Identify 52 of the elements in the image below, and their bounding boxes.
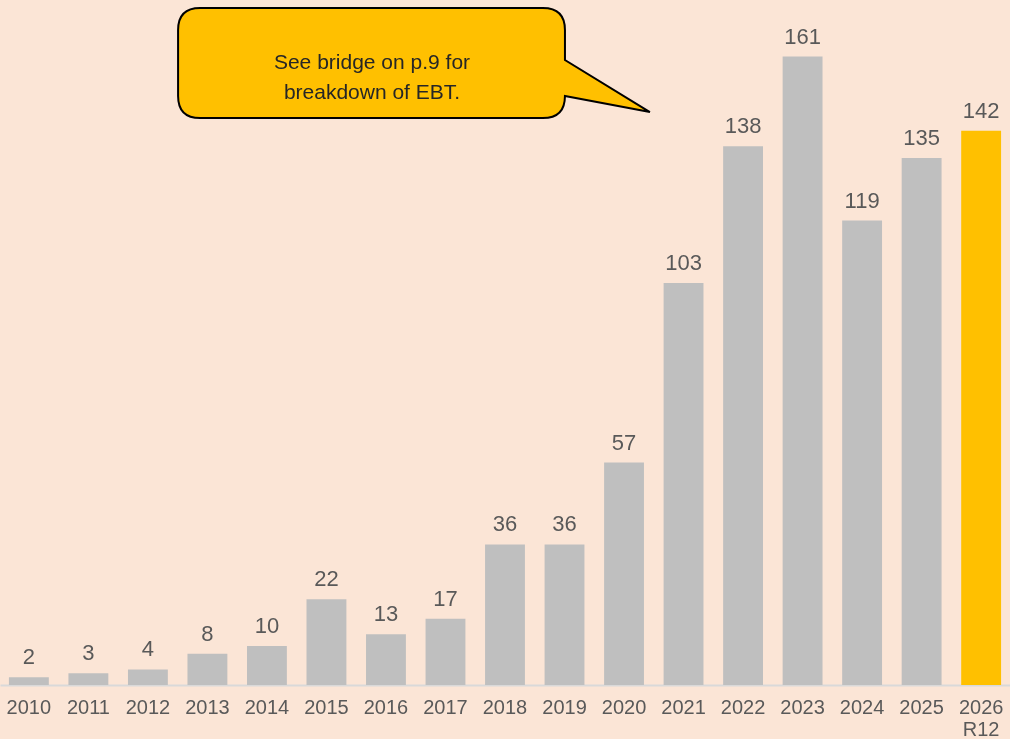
bar: [187, 653, 228, 685]
data-label: 22: [314, 566, 339, 592]
data-label: 36: [492, 511, 518, 537]
x-tick-label: 2021: [661, 695, 706, 718]
x-tick-label: 2024: [839, 695, 885, 718]
bar: [306, 599, 347, 685]
data-label: 161: [784, 23, 821, 49]
bar: [901, 158, 942, 685]
bar: [961, 130, 1002, 685]
bar: [366, 634, 406, 685]
data-label: 3: [82, 640, 95, 666]
x-tick-label: 2010: [6, 695, 52, 718]
data-label: 103: [665, 249, 702, 275]
x-tick-label: 2025: [899, 695, 944, 718]
data-label: 2: [22, 644, 35, 670]
data-label: 10: [254, 612, 280, 638]
bar: [127, 669, 168, 685]
data-label: 119: [844, 187, 880, 213]
data-label: 36: [552, 511, 577, 537]
x-tick-label: 2011: [66, 695, 110, 718]
bar: [604, 462, 644, 685]
data-label: 57: [611, 429, 637, 455]
bar: [8, 677, 49, 685]
data-label: 13: [373, 601, 399, 627]
bar: [842, 220, 883, 685]
x-tick-label: 2026 R12: [958, 695, 1004, 739]
x-tick-label: 2014: [244, 695, 290, 718]
x-tick-label: 2023: [780, 695, 825, 718]
bar: [485, 544, 525, 685]
data-label: 8: [201, 620, 214, 646]
bar: [246, 645, 287, 685]
data-label: 135: [903, 125, 940, 151]
x-tick-label: 2019: [542, 695, 587, 718]
bar: [723, 146, 764, 685]
x-tick-label: 2020: [601, 695, 647, 718]
bar: [544, 544, 585, 685]
x-tick-label: 2017: [423, 695, 468, 718]
bar: [68, 673, 109, 685]
x-tick-label: 2012: [125, 695, 171, 718]
x-tick-label: 2016: [363, 695, 409, 718]
x-tick-label: 2015: [304, 695, 349, 718]
data-label: 142: [962, 97, 1000, 123]
bar: [425, 618, 466, 685]
data-label: 17: [433, 585, 458, 611]
x-tick-label: 2018: [482, 695, 528, 718]
x-tick-label: 2022: [720, 695, 766, 718]
data-label: 4: [141, 636, 155, 662]
bar: [663, 282, 704, 685]
data-label: 138: [724, 113, 762, 139]
bar: [782, 56, 823, 685]
x-tick-label: 2013: [185, 695, 230, 718]
annotation: See bridge on p.9 for breakdown of EBT.: [273, 50, 471, 103]
